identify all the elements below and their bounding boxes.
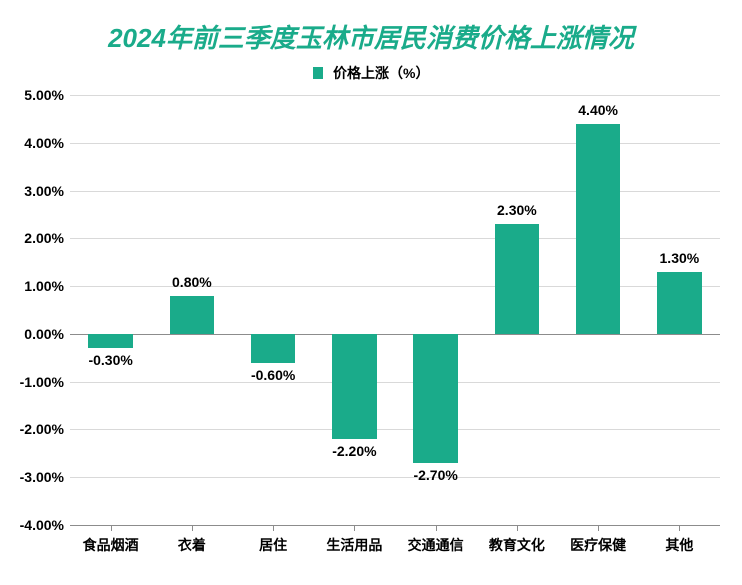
gridline (70, 95, 720, 96)
bar (495, 224, 540, 334)
x-tick-label: 教育文化 (489, 535, 545, 555)
bar (170, 296, 215, 334)
x-tick-label: 医疗保健 (570, 535, 626, 555)
bar-value-label: -0.30% (88, 352, 132, 368)
bar (332, 334, 377, 439)
x-tick-label: 生活用品 (326, 535, 382, 555)
x-tick-label: 交通通信 (408, 535, 464, 555)
chart-legend: 价格上涨（%） (0, 63, 742, 83)
bar-value-label: 2.30% (497, 202, 537, 218)
gridline (70, 191, 720, 192)
chart-plot-area: -4.00%-3.00%-2.00%-1.00%0.00%1.00%2.00%3… (70, 95, 720, 525)
bar-value-label: -2.70% (413, 467, 457, 483)
legend-label: 价格上涨（%） (333, 63, 429, 83)
y-tick-label: -3.00% (20, 469, 70, 485)
gridline (70, 143, 720, 144)
y-tick-label: -2.00% (20, 421, 70, 437)
gridline (70, 238, 720, 239)
x-tick-label: 衣着 (178, 535, 206, 555)
y-tick-label: 1.00% (24, 278, 70, 294)
y-tick-label: -1.00% (20, 374, 70, 390)
bar-value-label: -0.60% (251, 367, 295, 383)
y-tick-label: 0.00% (24, 326, 70, 342)
chart-title: 2024年前三季度玉林市居民消费价格上涨情况 (0, 0, 742, 55)
gridline (70, 477, 720, 478)
gridline (70, 382, 720, 383)
bar-value-label: 4.40% (578, 102, 618, 118)
gridline (70, 286, 720, 287)
x-tick-label: 其他 (665, 535, 693, 555)
bar (657, 272, 702, 334)
x-tick-label: 居住 (259, 535, 287, 555)
y-tick-label: -4.00% (20, 517, 70, 533)
bar-value-label: 1.30% (660, 250, 700, 266)
gridline (70, 334, 720, 335)
x-tick-label: 食品烟酒 (83, 535, 139, 555)
plot-bottom-border (70, 525, 720, 526)
gridline (70, 429, 720, 430)
bar-value-label: 0.80% (172, 274, 212, 290)
y-tick-label: 5.00% (24, 87, 70, 103)
bar (576, 124, 621, 334)
legend-swatch (313, 67, 323, 79)
bar-value-label: -2.20% (332, 443, 376, 459)
bar (88, 334, 133, 348)
y-tick-label: 3.00% (24, 183, 70, 199)
bar (413, 334, 458, 463)
y-tick-label: 2.00% (24, 230, 70, 246)
y-tick-label: 4.00% (24, 135, 70, 151)
bar (251, 334, 296, 363)
